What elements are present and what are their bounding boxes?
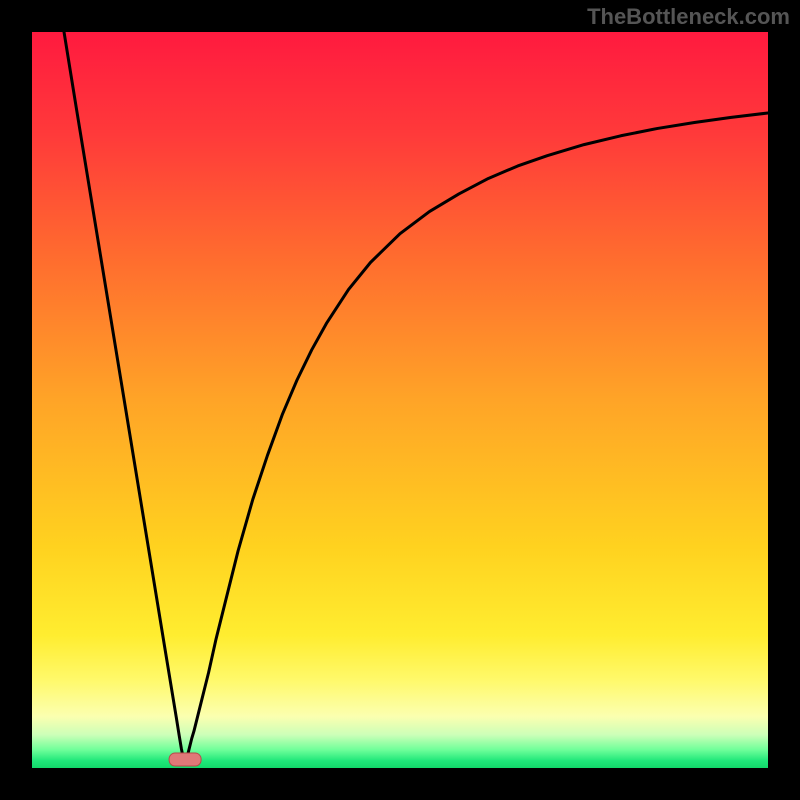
chart-background-gradient (32, 32, 768, 768)
chart-container: TheBottleneck.com (0, 0, 800, 800)
bottleneck-chart (0, 0, 800, 800)
watermark-text: TheBottleneck.com (587, 4, 790, 30)
optimal-point-marker (169, 753, 201, 766)
